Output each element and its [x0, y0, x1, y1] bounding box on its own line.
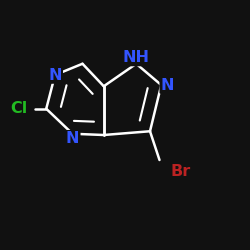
Text: Br: Br	[170, 164, 190, 179]
Text: N: N	[48, 68, 62, 82]
Text: Cl: Cl	[10, 101, 28, 116]
Text: N: N	[66, 131, 79, 146]
Text: N: N	[66, 131, 79, 146]
Text: Br: Br	[170, 164, 190, 179]
Text: N: N	[48, 68, 62, 82]
Text: NH: NH	[123, 50, 150, 65]
Text: N: N	[161, 78, 174, 92]
Text: N: N	[161, 78, 174, 92]
Text: Cl: Cl	[10, 101, 28, 116]
Text: NH: NH	[123, 50, 150, 65]
